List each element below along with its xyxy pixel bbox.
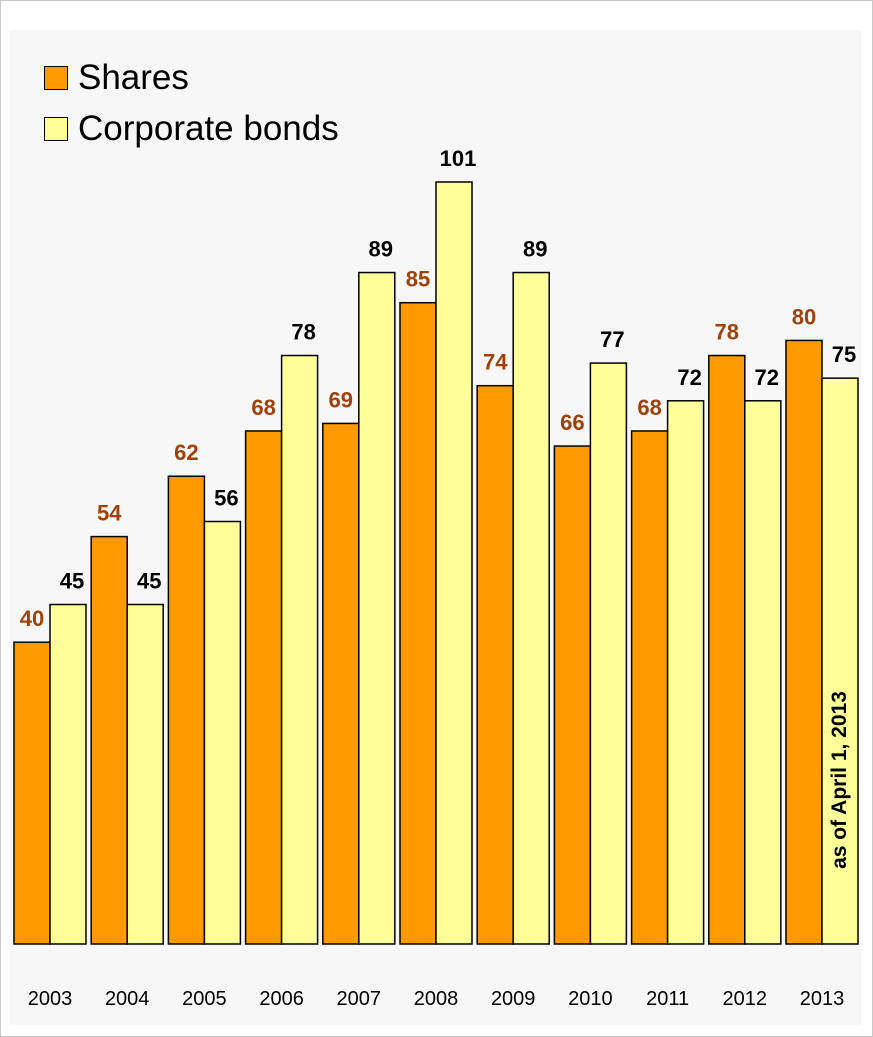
x-tick-label-2003: 2003 xyxy=(28,988,73,1010)
bar-corporate-bonds-2006 xyxy=(280,354,319,945)
value-label-corporate-bonds-2010: 77 xyxy=(600,327,624,352)
bar-corporate-bonds-2012 xyxy=(744,400,782,945)
value-label-corporate-bonds-2003: 45 xyxy=(60,568,84,593)
value-label-shares-2004: 54 xyxy=(97,501,122,526)
bar-corporate-bonds-2007 xyxy=(358,271,396,945)
bar-corporate-bonds-2013 xyxy=(821,377,859,945)
bar-corporate-bonds-2008 xyxy=(435,181,473,945)
bar-corporate-bonds-2011 xyxy=(666,400,705,945)
value-label-corporate-bonds-2013: 75 xyxy=(832,342,856,367)
legend-swatch-corporate-bonds xyxy=(44,117,68,141)
x-tick-label-2013: 2013 xyxy=(800,988,845,1010)
value-label-shares-2005: 62 xyxy=(174,440,198,465)
value-label-corporate-bonds-2007: 89 xyxy=(369,237,393,262)
bar-shares-2011 xyxy=(630,430,669,945)
legend-item-corporate-bonds: Corporate bonds xyxy=(44,109,339,149)
bar-corporate-bonds-2010 xyxy=(589,362,628,945)
value-label-corporate-bonds-2008: 101 xyxy=(440,146,477,171)
value-label-corporate-bonds-2004: 45 xyxy=(137,568,161,593)
value-label-corporate-bonds-2012: 72 xyxy=(755,365,779,390)
legend-swatch-shares xyxy=(44,66,68,90)
bar-shares-2004 xyxy=(90,535,128,945)
value-label-shares-2003: 40 xyxy=(20,606,44,631)
bar-shares-2003 xyxy=(13,641,51,945)
legend-label-corporate-bonds: Corporate bonds xyxy=(78,109,339,148)
value-label-shares-2010: 66 xyxy=(560,410,584,435)
value-label-corporate-bonds-2006: 78 xyxy=(291,320,315,345)
bar-corporate-bonds-2005 xyxy=(203,520,242,945)
bar-shares-2008 xyxy=(399,301,437,945)
value-label-shares-2009: 74 xyxy=(483,350,508,375)
value-label-shares-2013: 80 xyxy=(792,304,816,329)
bar-shares-2009 xyxy=(476,384,514,945)
x-tick-label-2011: 2011 xyxy=(646,988,689,1010)
x-tick-label-2009: 2009 xyxy=(491,988,536,1010)
value-label-shares-2008: 85 xyxy=(406,267,430,292)
bar-shares-2005 xyxy=(167,475,206,945)
value-label-shares-2006: 68 xyxy=(251,395,275,420)
x-tick-label-2012: 2012 xyxy=(723,988,768,1010)
x-tick-label-2008: 2008 xyxy=(414,988,459,1010)
bar-corporate-bonds-2009 xyxy=(512,271,550,945)
x-tick-label-2007: 2007 xyxy=(337,988,382,1010)
value-label-corporate-bonds-2011: 72 xyxy=(677,365,701,390)
bar-shares-2012 xyxy=(708,354,746,945)
annotation-date-note: as of April 1, 2013 xyxy=(828,691,851,869)
value-label-shares-2011: 68 xyxy=(637,395,661,420)
bar-shares-2010 xyxy=(553,445,592,945)
bar-corporate-bonds-2003 xyxy=(49,603,87,945)
bar-shares-2007 xyxy=(322,422,360,945)
x-tick-label-2006: 2006 xyxy=(259,988,304,1010)
x-tick-label-2010: 2010 xyxy=(568,988,613,1010)
value-label-corporate-bonds-2005: 56 xyxy=(214,486,238,511)
x-tick-label-2004: 2004 xyxy=(105,988,150,1010)
bar-corporate-bonds-2004 xyxy=(126,603,164,945)
legend-label-shares: Shares xyxy=(78,58,189,97)
value-label-shares-2007: 69 xyxy=(329,387,353,412)
x-tick-label-2005: 2005 xyxy=(182,988,227,1010)
legend-item-shares: Shares xyxy=(44,58,189,98)
value-label-shares-2012: 78 xyxy=(715,320,739,345)
bar-shares-2013 xyxy=(785,339,823,945)
bar-shares-2006 xyxy=(244,430,283,945)
value-label-corporate-bonds-2009: 89 xyxy=(523,237,547,262)
